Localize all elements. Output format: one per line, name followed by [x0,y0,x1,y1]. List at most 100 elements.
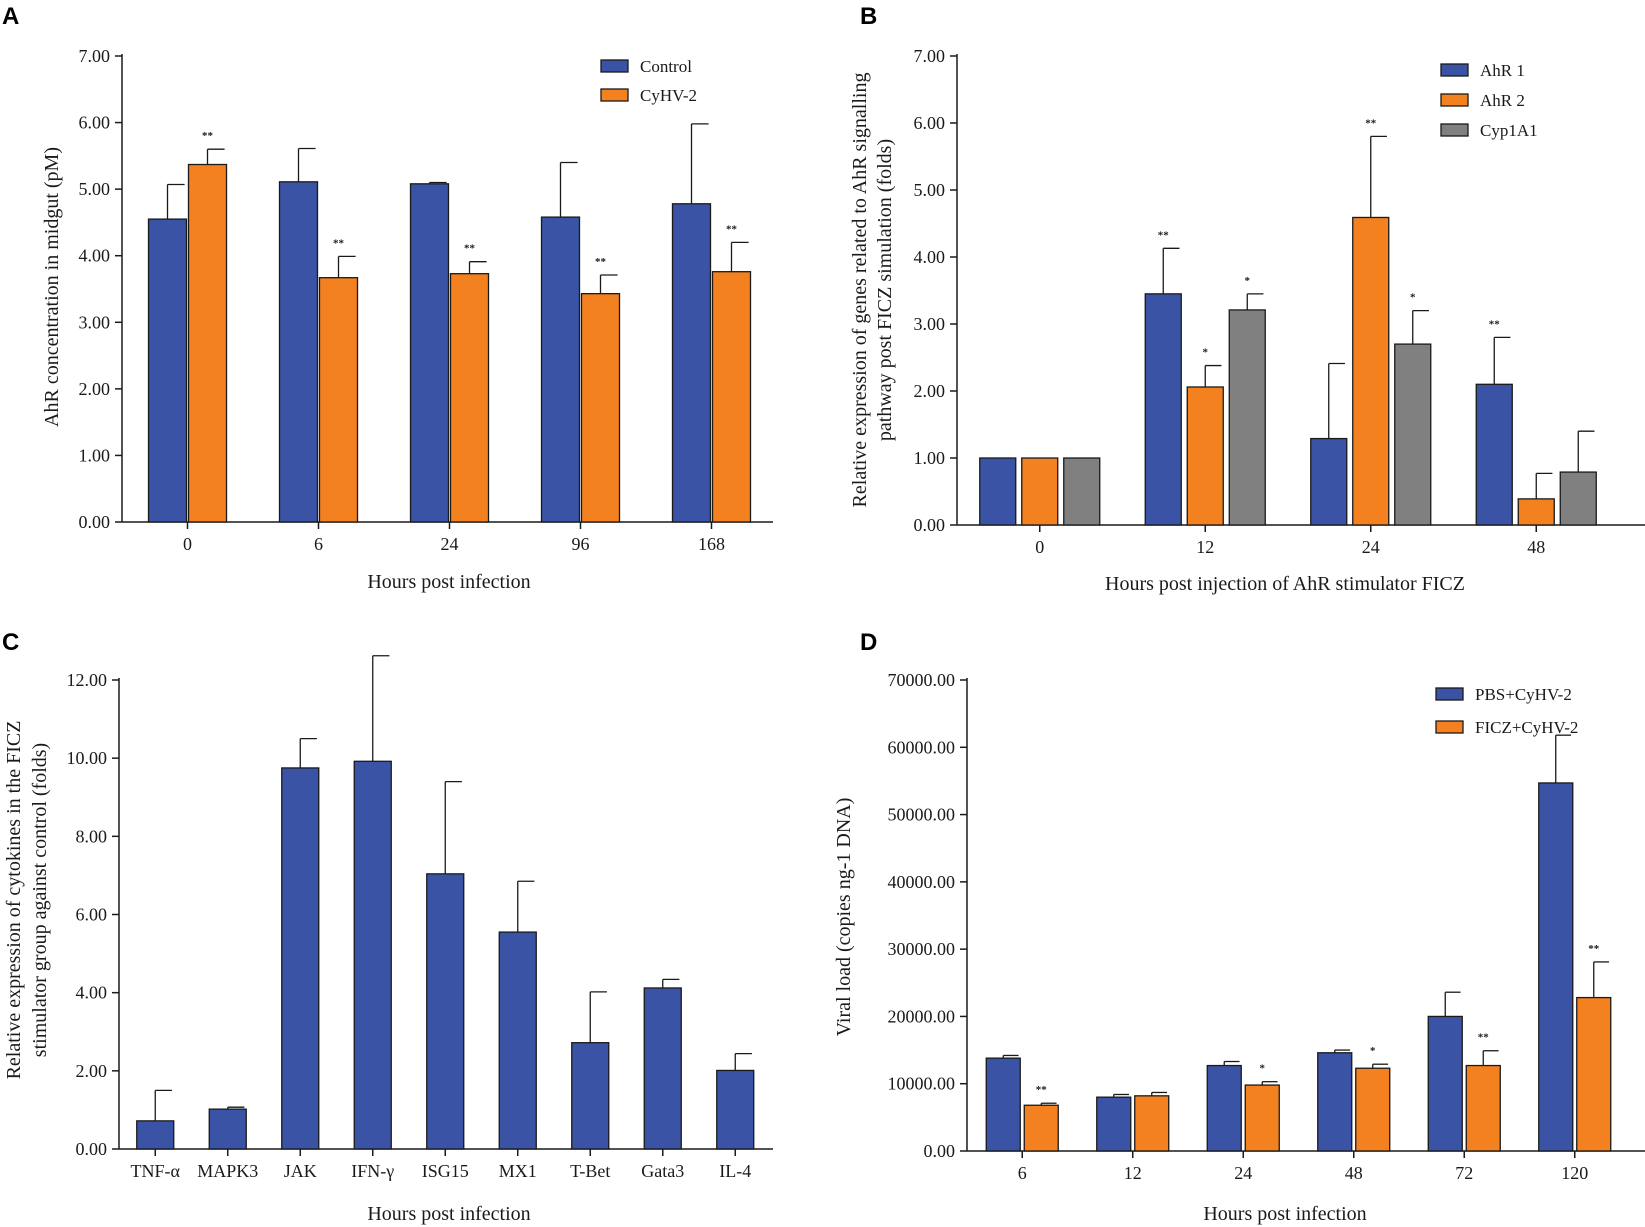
panel-a-x-tick-label: 0 [183,534,192,554]
panel-d-y-tick-label: 10000.00 [888,1074,956,1094]
panel-c-bar [426,873,465,1150]
panel-a-bar [580,293,621,523]
panel-c-y-tick-label: 4.00 [76,983,108,1003]
panel-b-legend-label: AhR 2 [1480,91,1525,110]
panel-c-x-tick-label: MX1 [499,1161,537,1181]
panel-d-x-tick-label: 12 [1124,1163,1142,1183]
panel-d-bar [1244,1084,1280,1152]
panel-b-significance-label: * [1203,347,1209,359]
panel-d-significance-label: * [1260,1063,1266,1075]
panel-a-letter: A [2,3,19,30]
panel-d-bar [1355,1067,1391,1152]
panel-a-x-tick-label: 6 [314,534,323,554]
panel-b-letter: B [860,3,877,30]
panel-a-significance-label: ** [595,256,607,268]
panel-b-y-tick-label: 7.00 [914,46,946,66]
panel-a-y-tick-label: 0.00 [79,512,111,532]
panel-b-bar [1352,216,1390,526]
panel-d-bar [1576,996,1612,1152]
panel-b-legend-swatch [1440,123,1469,137]
panel-d-y-tick-label: 50000.00 [888,805,956,825]
panel-c-bar [281,767,320,1150]
panel-d-bar [1317,1052,1353,1152]
panel-d-bar [1538,782,1574,1152]
panel-a-legend-label: Control [640,57,692,76]
panel-d-y-tick-label: 30000.00 [888,939,956,959]
panel-d-x-tick-label: 6 [1018,1163,1027,1183]
panel-a-bar [540,216,581,523]
panel-b-y-tick-label: 1.00 [914,448,946,468]
panel-d-significance-label: ** [1478,1032,1490,1044]
panel-d-legend-label: FICZ+CyHV-2 [1475,718,1578,737]
panel-a-significance-label: ** [202,130,214,142]
panel-d-legend-swatch [1435,687,1464,701]
panel-a-legend-label: CyHV-2 [640,86,697,105]
panel-c-bar [571,1042,610,1150]
panel-a-bar [318,277,359,523]
panel-d-y-tick-label: 0.00 [924,1141,956,1161]
panel-b-bar [1144,293,1182,526]
panel-b-bar [1186,386,1224,526]
panel-c-bar [353,760,392,1150]
panel-d-bar [1206,1064,1242,1152]
panel-a-bar [711,271,752,523]
panel-b-bar [1394,343,1432,526]
panel-d-y-tick-label: 60000.00 [888,737,956,757]
panel-c-y-tick-label: 6.00 [76,905,108,925]
panel-c-y-tick-label: 12.00 [67,670,108,690]
panel-b-y-tick-label: 4.00 [914,247,946,267]
panel-b-legend-swatch [1440,93,1469,107]
panel-b-y-axis-label-line-1: Relative expression of genes related to … [849,73,871,508]
panel-d-letter: D [860,629,877,656]
panel-c-y-tick-label: 0.00 [76,1139,108,1159]
panel-b-bar [1559,471,1597,526]
panel-b-bar [1310,437,1348,526]
panel-b-y-tick-label: 6.00 [914,113,946,133]
panel-a-y-tick-label: 3.00 [79,312,111,332]
panel-a-y-tick-label: 4.00 [79,246,111,266]
panel-c-x-tick-label: TNF-α [131,1161,181,1181]
panel-a-significance-label: ** [726,223,738,235]
panel-a-bar [278,181,319,523]
panel-a-y-tick-label: 6.00 [79,113,111,133]
panel-a-legend-swatch [600,59,629,73]
panel-a-x-tick-label: 96 [572,534,590,554]
panel-c-x-tick-label: ISG15 [422,1161,469,1181]
panel-d-y-tick-label: 40000.00 [888,872,956,892]
panel-b-x-tick-label: 24 [1362,537,1380,557]
panel-a-x-axis-label: Hours post infection [367,571,530,593]
panel-d-bar [1134,1095,1170,1152]
panel-b-significance-label: ** [1365,117,1377,129]
panel-d-significance-label: ** [1036,1084,1048,1096]
panel-b-bar [1517,498,1555,526]
panel-d-x-tick-label: 48 [1345,1163,1363,1183]
panel-d-legend-swatch [1435,720,1464,734]
panel-c-y-tick-label: 2.00 [76,1061,108,1081]
panel-d-bar [1465,1064,1501,1152]
panel-a-y-tick-label: 7.00 [79,46,111,66]
panel-b-legend-label: AhR 1 [1480,61,1525,80]
panel-c-letter: C [2,629,19,656]
panel-a-significance-label: ** [464,243,476,255]
panel-a-bar [187,163,228,523]
panel-b-y-axis-label-line-2: pathway post FICZ simulation (folds) [874,139,896,441]
panel-d-bar [985,1057,1021,1152]
panel-d: D 0.00 10000.00 20000.00 30000.00 40000.00 50… [833,629,1645,1225]
panel-a-y-tick-label: 1.00 [79,445,111,465]
panel-b-bar [1063,457,1101,526]
panel-c-x-axis-label: Hours post infection [367,1203,530,1225]
panel-b-x-tick-label: 0 [1035,537,1044,557]
panel-d-y-tick-label: 20000.00 [888,1006,956,1026]
panel-d-y-tick-label: 70000.00 [888,670,956,690]
panel-c-y-tick-label: 10.00 [67,748,108,768]
panel-b-y-tick-label: 5.00 [914,180,946,200]
panel-b-significance-label: * [1245,275,1251,287]
panel-d-x-tick-label: 72 [1455,1163,1473,1183]
panel-c-x-tick-label: IFN-γ [351,1161,394,1181]
panel-c-y-axis-label-line-1: Relative expression of cytokines in the … [3,721,25,1080]
panel-b-y-tick-label: 3.00 [914,314,946,334]
panel-b-significance-label: * [1410,292,1416,304]
panel-c-x-tick-label: MAPK3 [197,1161,258,1181]
panel-b-y-tick-label: 2.00 [914,381,946,401]
